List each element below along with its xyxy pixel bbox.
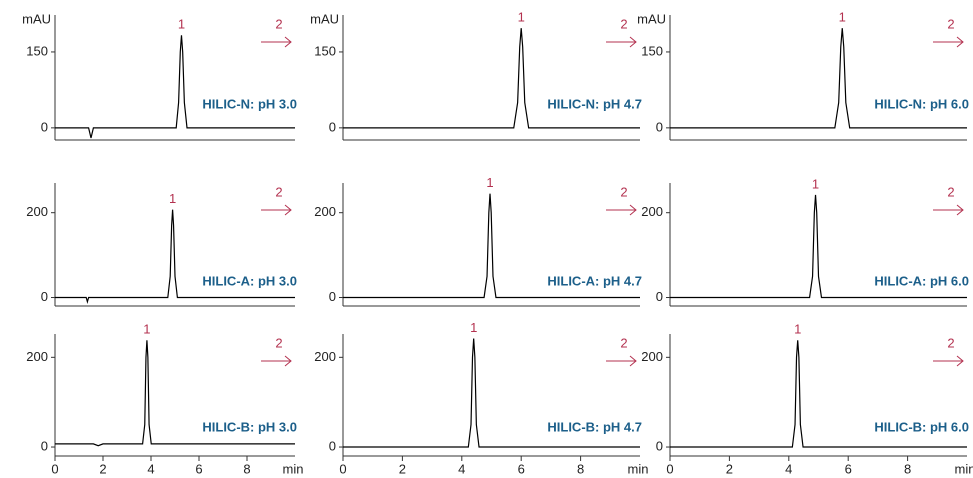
chromatogram-line — [670, 194, 967, 299]
y-tick-label: 150 — [26, 43, 48, 58]
x-axis-label: min — [955, 461, 973, 476]
x-tick-label: 2 — [726, 461, 733, 476]
arrow — [606, 36, 637, 48]
chromatogram-line — [343, 193, 640, 299]
peak-label: 1 — [178, 17, 185, 32]
y-tick-label: 0 — [329, 119, 336, 134]
peak-label: 1 — [470, 320, 477, 335]
peak-label: 1 — [839, 10, 846, 25]
y-tick-label: 0 — [41, 289, 48, 304]
chromatogram-line — [55, 35, 295, 139]
trace-label: HILIC-N: pH 6.0 — [874, 96, 969, 111]
x-tick-label: 4 — [785, 461, 792, 476]
trace-label: HILIC-N: pH 3.0 — [202, 96, 297, 111]
arrow — [261, 36, 292, 48]
y-tick-label: 200 — [641, 349, 663, 364]
chromatogram-line — [343, 338, 640, 448]
peak-label: 1 — [794, 322, 801, 337]
arrow — [606, 204, 637, 216]
y-tick-label: 0 — [656, 438, 663, 453]
peak-label: 2 — [947, 335, 954, 350]
y-tick-label: 0 — [656, 289, 663, 304]
arrow — [261, 204, 292, 216]
y-tick-label: 200 — [26, 204, 48, 219]
y-tick-label: 200 — [314, 204, 336, 219]
y-tick-label: 200 — [26, 349, 48, 364]
trace-label: HILIC-B: pH 4.7 — [547, 419, 642, 434]
chromatogram-line — [55, 340, 295, 447]
arrow — [606, 355, 637, 367]
x-tick-label: 8 — [577, 461, 584, 476]
chromatogram-line — [670, 340, 967, 448]
y-tick-label: 0 — [41, 438, 48, 453]
peak-label: 1 — [812, 176, 819, 191]
x-tick-label: 4 — [147, 461, 154, 476]
x-tick-label: 0 — [666, 461, 673, 476]
arrow — [933, 36, 964, 48]
peak-label: 2 — [620, 184, 627, 199]
chromatogram-line — [343, 28, 640, 129]
y-tick-label: 150 — [314, 43, 336, 58]
y-axis-label: mAU — [22, 11, 51, 26]
trace-label: HILIC-N: pH 4.7 — [547, 96, 642, 111]
y-tick-label: 0 — [329, 438, 336, 453]
trace-label: HILIC-B: pH 6.0 — [874, 419, 969, 434]
peak-label: 1 — [518, 10, 525, 25]
x-tick-label: 6 — [845, 461, 852, 476]
trace-label: HILIC-B: pH 3.0 — [202, 419, 297, 434]
chromatogram-line — [670, 28, 967, 129]
trace-label: HILIC-A: pH 6.0 — [874, 273, 969, 288]
y-tick-label: 0 — [41, 119, 48, 134]
peak-label: 1 — [143, 322, 150, 337]
x-tick-label: 8 — [243, 461, 250, 476]
peak-label: 2 — [947, 16, 954, 31]
x-tick-label: 2 — [399, 461, 406, 476]
y-tick-label: 200 — [641, 204, 663, 219]
arrow — [261, 355, 292, 367]
peak-label: 2 — [275, 335, 282, 350]
y-tick-label: 0 — [329, 289, 336, 304]
y-tick-label: 150 — [641, 43, 663, 58]
x-tick-label: 2 — [99, 461, 106, 476]
x-axis-label: min — [283, 461, 304, 476]
peak-label: 2 — [275, 184, 282, 199]
peak-label: 2 — [947, 184, 954, 199]
x-tick-label: 0 — [339, 461, 346, 476]
trace-label: HILIC-A: pH 3.0 — [202, 273, 297, 288]
y-axis-label: mAU — [637, 11, 666, 26]
x-tick-label: 0 — [51, 461, 58, 476]
x-tick-label: 6 — [518, 461, 525, 476]
x-tick-label: 8 — [904, 461, 911, 476]
peak-label: 2 — [620, 16, 627, 31]
trace-label: HILIC-A: pH 4.7 — [547, 273, 642, 288]
y-tick-label: 0 — [656, 119, 663, 134]
arrow — [933, 204, 964, 216]
x-axis-label: min — [628, 461, 649, 476]
peak-label: 2 — [620, 335, 627, 350]
peak-label: 1 — [486, 175, 493, 190]
chromatogram-line — [55, 209, 295, 304]
x-tick-label: 6 — [195, 461, 202, 476]
peak-label: 1 — [169, 191, 176, 206]
x-tick-label: 4 — [458, 461, 465, 476]
arrow — [933, 355, 964, 367]
y-tick-label: 200 — [314, 349, 336, 364]
y-axis-label: mAU — [310, 11, 339, 26]
peak-label: 2 — [275, 16, 282, 31]
